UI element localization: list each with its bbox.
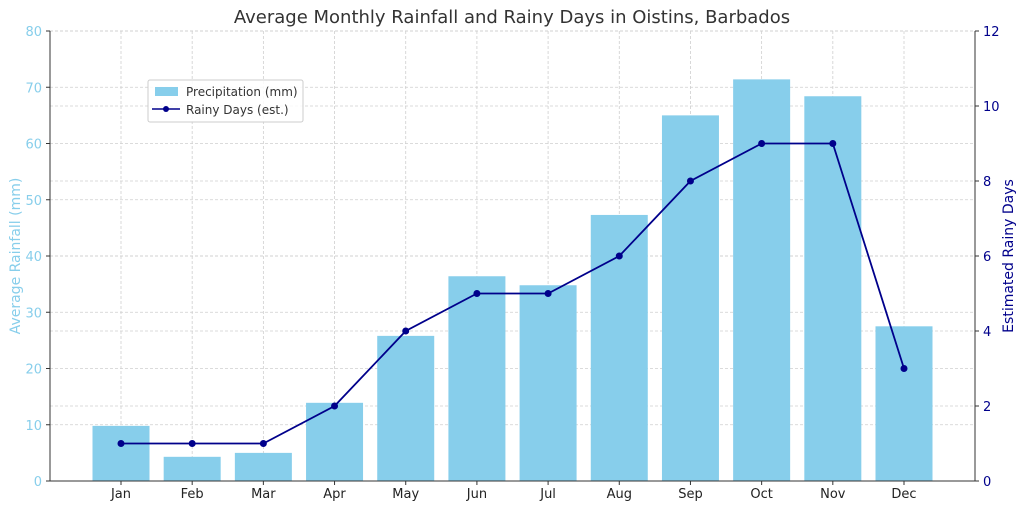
y-tick-label-right: 0 <box>983 475 991 490</box>
x-tick-label: Jun <box>466 487 487 502</box>
bar-mar <box>234 452 292 481</box>
x-tick-label: Dec <box>891 487 916 502</box>
bar-nov <box>804 96 862 481</box>
rainy-days-line <box>117 140 908 447</box>
x-tick-label: Apr <box>323 487 346 502</box>
rainy-days-polyline <box>121 142 905 445</box>
x-tick-label: May <box>392 487 419 502</box>
bar-sep <box>661 115 719 481</box>
point-nov <box>829 140 837 147</box>
point-jul <box>544 290 552 297</box>
y-tick-label-right: 10 <box>983 100 1000 115</box>
chart-title: Average Monthly Rainfall and Rainy Days … <box>234 7 790 28</box>
point-jun <box>473 290 481 297</box>
bar-dec <box>875 326 933 481</box>
legend-precipitation: Precipitation (mm) <box>186 85 298 99</box>
x-tick-label: Mar <box>251 487 276 502</box>
point-may <box>402 327 410 335</box>
y-tick-label-left: 10 <box>25 419 42 434</box>
y-tick-label-right: 4 <box>983 325 991 340</box>
y-tick-label-left: 80 <box>25 25 42 40</box>
point-mar <box>259 440 267 447</box>
bar-oct <box>733 79 791 481</box>
y-axis-right-label: Estimated Rainy Days <box>1001 179 1017 333</box>
y-axis-left-label: Average Rainfall (mm) <box>8 178 24 335</box>
bars <box>92 79 933 481</box>
x-tick-label: Sep <box>678 487 703 502</box>
legend-bar-swatch <box>155 87 178 96</box>
x-tick-label: Aug <box>607 487 632 502</box>
x-tick-label: Oct <box>750 487 772 502</box>
y-tick-label-right: 8 <box>983 175 991 190</box>
bar-feb <box>163 456 221 481</box>
x-tick-label: Nov <box>820 487 846 502</box>
y-tick-label-left: 60 <box>25 138 42 153</box>
bar-jul <box>519 285 577 481</box>
y-tick-label-left: 0 <box>34 475 42 490</box>
bar-jun <box>448 276 506 481</box>
legend-marker <box>163 106 169 112</box>
bar-apr <box>306 402 364 481</box>
y-tick-label-right: 2 <box>983 400 991 415</box>
point-feb <box>188 440 196 447</box>
y-tick-label-left: 50 <box>25 194 42 209</box>
y-tick-label-right: 12 <box>983 25 1000 40</box>
point-aug <box>615 252 623 260</box>
bar-jan <box>92 425 150 481</box>
y-tick-label-left: 30 <box>25 306 42 321</box>
point-sep <box>686 177 694 185</box>
legend-rainy-days: Rainy Days (est.) <box>186 103 289 117</box>
y-tick-label-left: 20 <box>25 363 42 378</box>
x-tick-label: Jul <box>539 487 556 502</box>
x-tick-label: Feb <box>181 487 204 502</box>
y-tick-label-left: 40 <box>25 250 42 265</box>
bar-may <box>377 335 435 481</box>
y-tick-label-left: 70 <box>25 81 42 96</box>
point-apr <box>331 402 339 410</box>
legend: Precipitation (mm) Rainy Days (est.) <box>147 79 304 123</box>
point-oct <box>758 140 766 147</box>
y-tick-label-right: 6 <box>983 250 991 265</box>
point-dec <box>900 365 908 372</box>
point-jan <box>117 440 125 447</box>
x-tick-label: Jan <box>110 487 131 502</box>
axes: 0 10 20 30 40 50 60 70 80 0 2 4 6 8 10 12 Jan Feb Mar Apr Ma… <box>25 25 999 502</box>
